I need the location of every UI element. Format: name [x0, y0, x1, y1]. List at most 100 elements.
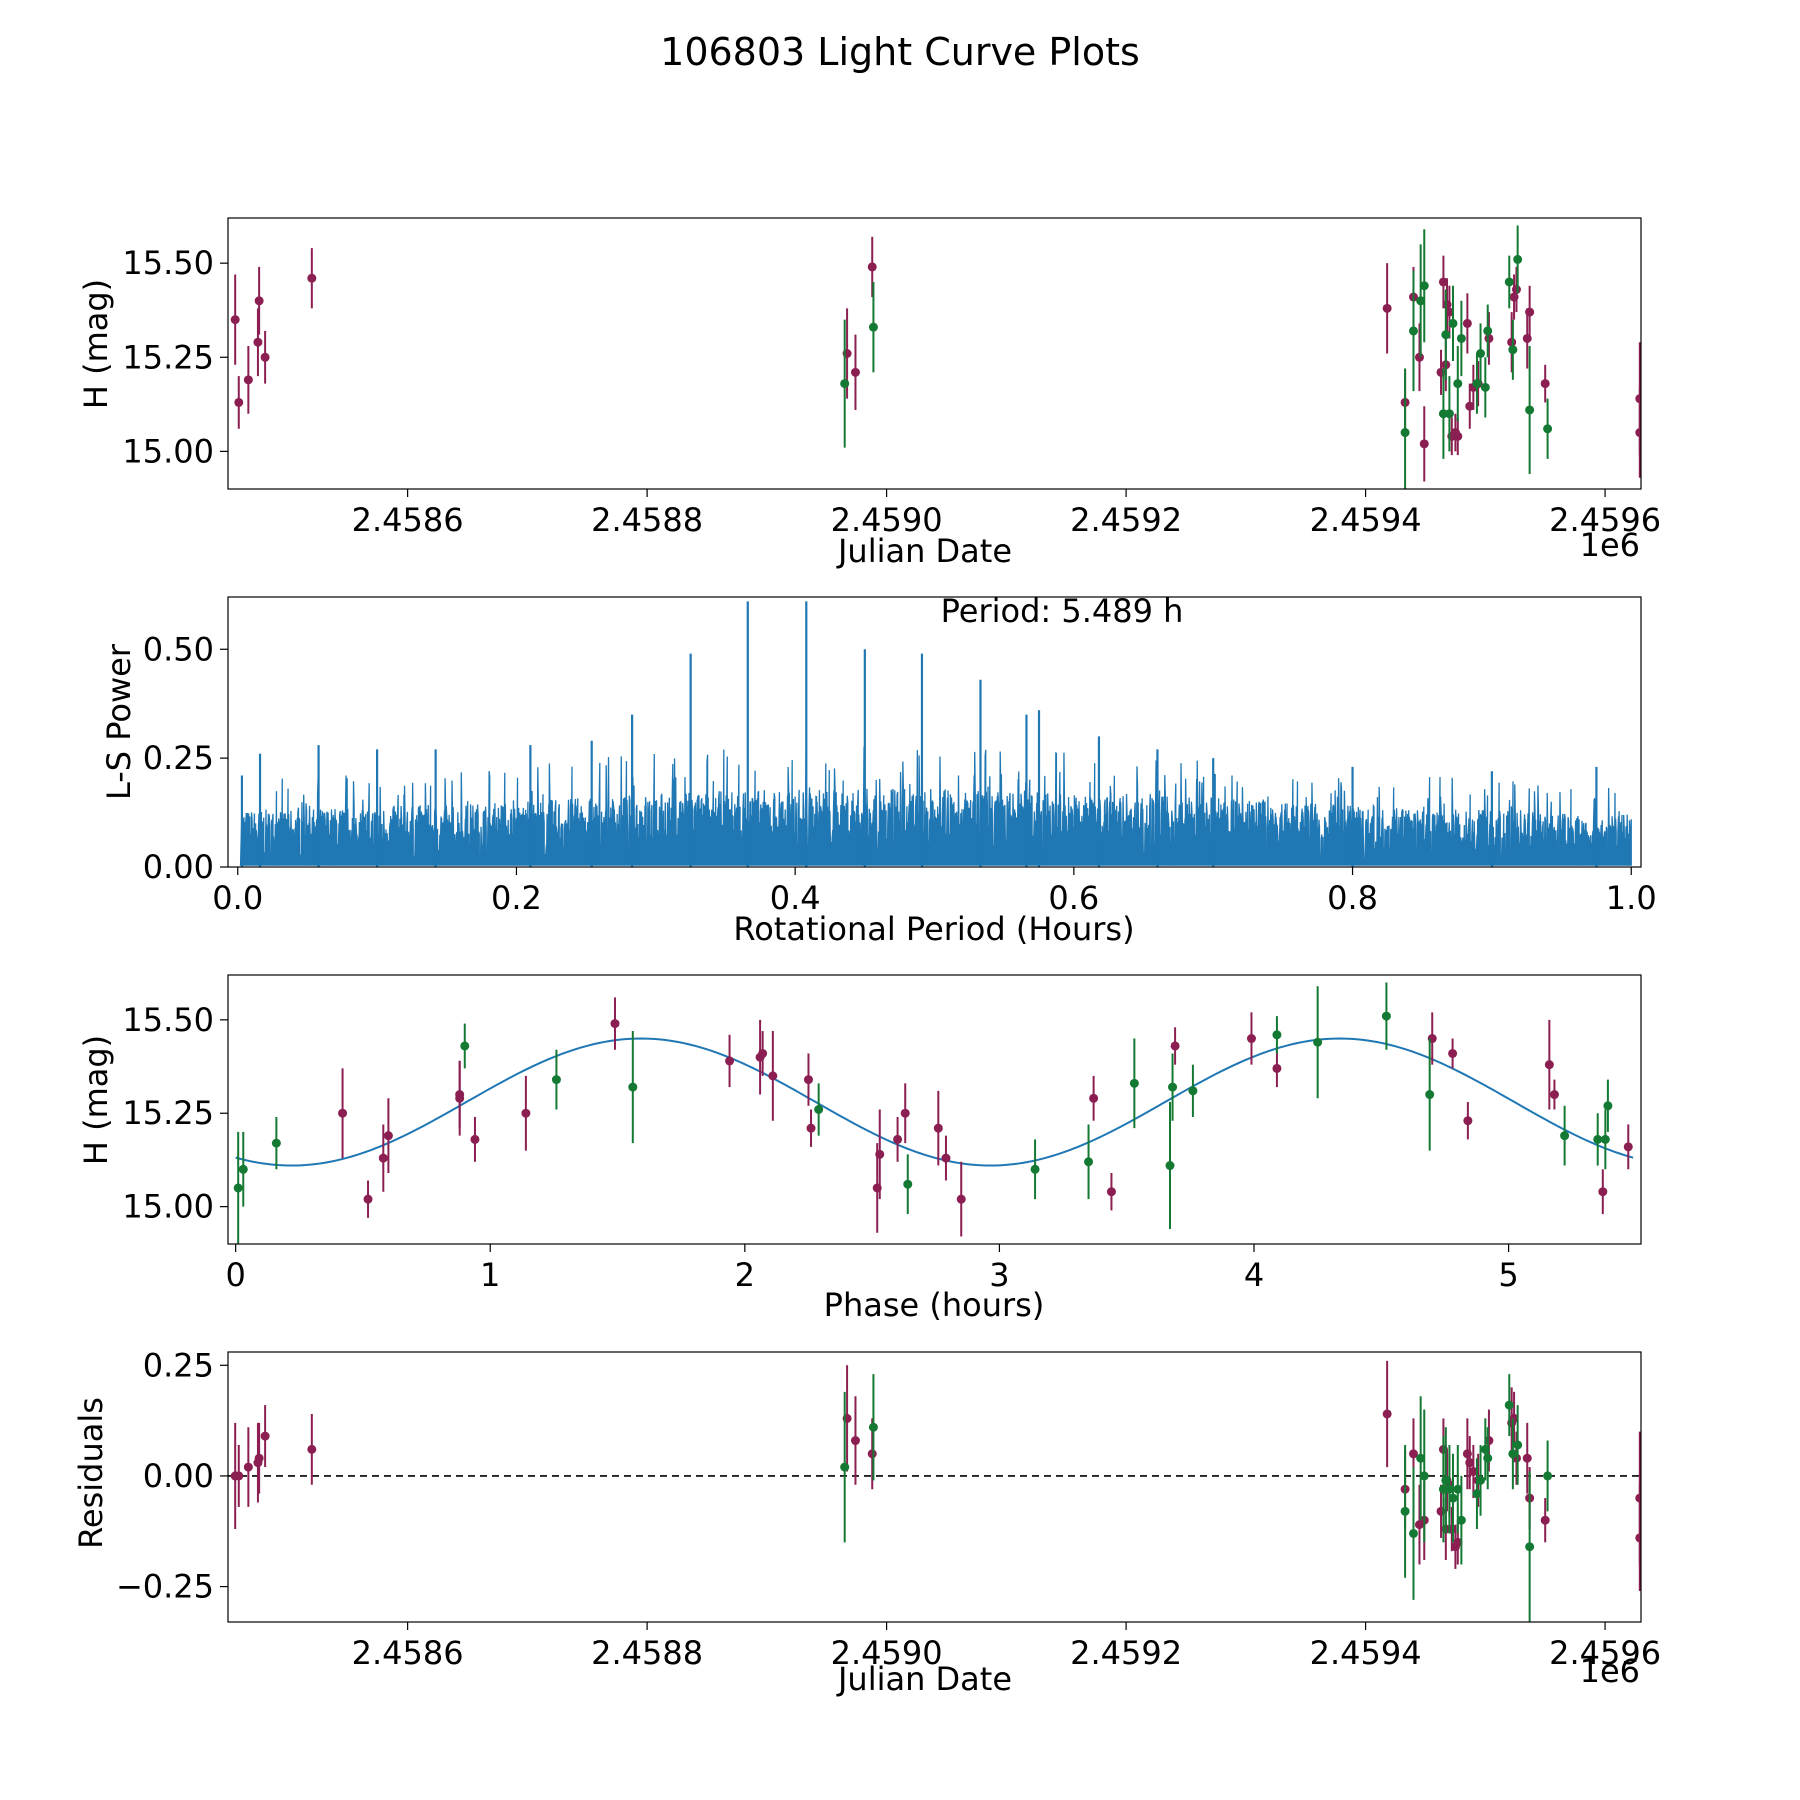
- phase-data-point: [803, 1075, 813, 1085]
- phase-data-point: [238, 1164, 248, 1174]
- phase-data-point: [628, 1082, 638, 1092]
- phase-data-point: [378, 1153, 388, 1163]
- lc-data-point: [1484, 333, 1494, 343]
- ls-y-tick-label: 0.50: [143, 630, 214, 668]
- ls-y-tick-label: 0.00: [143, 848, 214, 886]
- lc-data-point: [1441, 330, 1451, 340]
- phase-data-point: [233, 1183, 243, 1193]
- phase-x-tick-label: 0: [225, 1256, 245, 1294]
- res-x-tick-label: 2.4590: [831, 1634, 943, 1672]
- lc-data-point: [1483, 326, 1493, 336]
- phase-data-point: [338, 1108, 348, 1118]
- res-data-point: [1456, 1515, 1466, 1525]
- phase-data-point: [1129, 1078, 1139, 1088]
- lc-x-offset-label: 1e6: [1580, 526, 1640, 564]
- res-data-point: [1476, 1475, 1486, 1485]
- res-x-tick-label: 2.4586: [352, 1634, 464, 1672]
- lc-data-point: [850, 367, 860, 377]
- res-data-point: [1444, 1484, 1454, 1494]
- lc-data-point: [1444, 409, 1454, 419]
- res-data-point: [1453, 1537, 1463, 1547]
- lc-data-point: [1400, 428, 1410, 438]
- phase-data-point: [470, 1134, 480, 1144]
- phase-data-point: [1603, 1101, 1613, 1111]
- res-plot-frame: [227, 1351, 1642, 1623]
- phase-data-point: [900, 1108, 910, 1118]
- res-data-point: [1419, 1471, 1429, 1481]
- phase-data-point: [768, 1071, 778, 1081]
- phase-y-tick-label: 15.00: [122, 1188, 214, 1226]
- res-data-point: [1400, 1506, 1410, 1516]
- phase-data-point: [1030, 1164, 1040, 1174]
- phase-data-point: [1381, 1011, 1391, 1021]
- phase-data-point: [551, 1075, 561, 1085]
- phase-y-tick-label: 15.25: [122, 1094, 214, 1132]
- lc-data-point: [1480, 382, 1490, 392]
- phase-data-point: [1170, 1041, 1180, 1051]
- lc-data-point: [1444, 307, 1454, 317]
- phase-data-point: [1463, 1116, 1473, 1126]
- res-data-point: [1472, 1489, 1482, 1499]
- lc-data-point: [1462, 318, 1472, 328]
- lc-data-point: [1540, 379, 1550, 389]
- lc-data-point: [1416, 296, 1426, 306]
- phase-x-tick-label: 1: [480, 1256, 500, 1294]
- lc-data-point: [1448, 318, 1458, 328]
- lc-data-point: [868, 322, 878, 332]
- phase-data-point: [933, 1123, 943, 1133]
- fit-curve: [235, 1037, 1634, 1167]
- lc-x-axis-label: Julian Date: [836, 532, 1012, 570]
- lc-x-tick-label: 2.4594: [1310, 501, 1422, 539]
- res-data-point: [1483, 1453, 1493, 1463]
- phase-data-point: [1168, 1082, 1178, 1092]
- ls-x-axis-label: Rotational Period (Hours): [733, 910, 1134, 948]
- phase-data-point: [1089, 1093, 1099, 1103]
- res-data-point: [1543, 1471, 1553, 1481]
- phase-data-point: [1272, 1063, 1282, 1073]
- lc-data-point: [260, 352, 270, 362]
- phase-x-axis-label: Phase (hours): [824, 1286, 1045, 1324]
- lc-data-point: [307, 273, 317, 283]
- phase-data-point: [806, 1123, 816, 1133]
- res-x-axis-label: Julian Date: [836, 1660, 1012, 1698]
- res-data-point: [1408, 1449, 1418, 1459]
- lc-points-layer: [230, 225, 1641, 489]
- res-data-point: [867, 1449, 877, 1459]
- lc-data-point: [1525, 307, 1535, 317]
- ls-plot-frame: [227, 596, 1642, 868]
- lc-data-point: [1414, 352, 1424, 362]
- phase-data-point: [1106, 1187, 1116, 1197]
- res-data-point: [850, 1436, 860, 1446]
- res-x-tick-label: 2.4594: [1310, 1634, 1422, 1672]
- res-x-tick-label: 2.4588: [591, 1634, 703, 1672]
- res-x-tick-label: 2.4592: [1070, 1634, 1182, 1672]
- res-data-point: [243, 1462, 253, 1472]
- lc-data-point: [1511, 285, 1521, 295]
- period-annotation: Period: 5.489 h: [941, 592, 1184, 630]
- res-data-point: [234, 1471, 244, 1481]
- lc-data-point: [1453, 431, 1463, 441]
- lc-data-point: [1438, 277, 1448, 287]
- phase-points-layer: [233, 982, 1633, 1244]
- phase-data-point: [610, 1019, 620, 1029]
- lc-data-point: [253, 337, 263, 347]
- figure-title: 106803 Light Curve Plots: [660, 30, 1140, 74]
- phase-data-point: [1600, 1134, 1610, 1144]
- ls-x-tick-label: 0.8: [1327, 879, 1378, 917]
- res-data-point: [1416, 1453, 1426, 1463]
- phase-data-point: [271, 1138, 281, 1148]
- res-data-point: [1448, 1493, 1458, 1503]
- phase-data-point: [1272, 1030, 1282, 1040]
- phase-data-point: [1623, 1142, 1633, 1152]
- res-data-point: [868, 1422, 878, 1432]
- phase-data-point: [1544, 1060, 1554, 1070]
- res-data-point: [1453, 1484, 1463, 1494]
- res-data-point: [1408, 1528, 1418, 1538]
- lc-data-point: [1382, 303, 1392, 313]
- lc-data-point: [1513, 254, 1523, 264]
- res-data-point: [1635, 1533, 1641, 1543]
- phase-x-tick-label: 4: [1244, 1256, 1264, 1294]
- lc-x-tick-label: 2.4590: [831, 501, 943, 539]
- phase-y-tick-label: 15.50: [122, 1001, 214, 1039]
- lc-data-point: [867, 262, 877, 272]
